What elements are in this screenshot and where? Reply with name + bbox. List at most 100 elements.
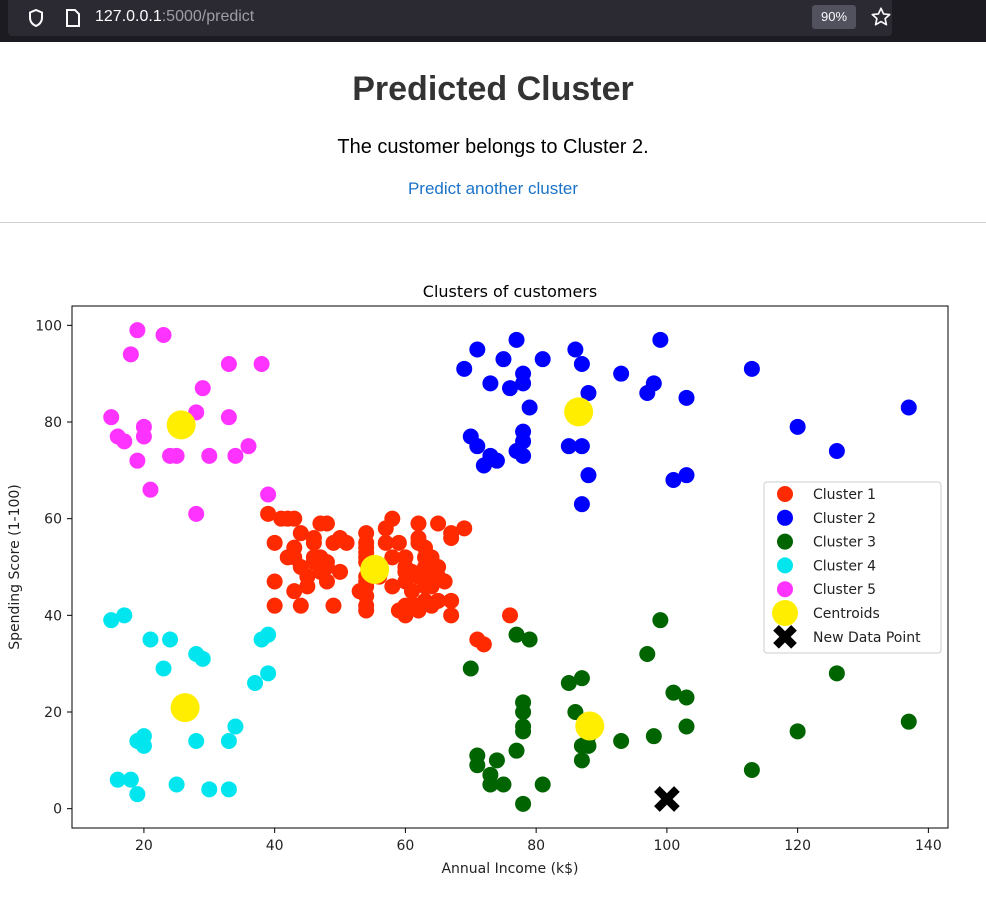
cluster-3-point — [534, 776, 551, 793]
cluster-5-point — [168, 447, 185, 464]
cluster-2-point — [613, 365, 630, 382]
link-container: Predict another cluster — [0, 179, 986, 199]
y-axis-label: Spending Score (1-100) — [7, 484, 23, 650]
centroid-point — [360, 554, 390, 584]
centroid-point — [575, 711, 605, 741]
cluster-4-point — [168, 776, 185, 793]
x-tick-label: 100 — [654, 838, 681, 854]
star-icon[interactable] — [870, 6, 892, 28]
result-message: The customer belongs to Cluster 2. — [337, 136, 649, 158]
cluster-4-point — [188, 733, 205, 749]
cluster-1-point — [384, 510, 401, 527]
cluster-4-point — [201, 781, 218, 798]
cluster-2-point — [534, 351, 551, 368]
cluster-5-point — [227, 447, 244, 464]
cluster-4-point — [103, 612, 120, 629]
cluster-1-point — [358, 525, 375, 542]
cluster-5-point — [116, 433, 133, 450]
cluster-1-point — [502, 607, 518, 624]
y-tick-label: 0 — [53, 802, 62, 818]
legend-marker — [777, 486, 793, 502]
cluster-1-point — [475, 636, 492, 653]
cluster-1-point — [286, 549, 303, 566]
chart-legend — [763, 481, 942, 654]
cluster-3-point — [515, 704, 532, 720]
cluster-5-point — [135, 418, 152, 435]
y-tick-label: 20 — [44, 705, 62, 721]
cluster-4-point — [260, 626, 277, 643]
cluster-2-point — [573, 356, 590, 372]
y-tick-label: 60 — [44, 512, 62, 528]
cluster-4-point — [116, 607, 133, 624]
cluster-1-point — [286, 510, 303, 527]
legend-marker — [772, 600, 798, 626]
new-data-point-marker — [654, 786, 680, 812]
cluster-2-point — [495, 351, 512, 368]
y-tick-label: 100 — [35, 318, 62, 334]
cluster-1-point — [332, 563, 349, 580]
cluster-2-point — [573, 496, 590, 513]
cluster-1-point — [312, 563, 329, 580]
shield-icon[interactable] — [26, 8, 46, 28]
x-tick-label: 40 — [266, 838, 284, 854]
cluster-1-point — [443, 530, 460, 546]
address-bar[interactable]: 127.0.0.1:5000/predict 90% — [8, 0, 892, 36]
cluster-3-point — [900, 713, 917, 730]
cluster-5-point — [142, 481, 159, 498]
cluster-1-point — [443, 607, 460, 624]
cluster-1-point — [299, 568, 316, 585]
cluster-3-point — [495, 776, 512, 793]
cluster-4-point — [122, 771, 139, 788]
cluster-3-point — [573, 670, 590, 687]
cluster-1-point — [430, 515, 447, 532]
cluster-3-point — [515, 723, 532, 740]
cluster-1-point — [384, 578, 401, 595]
cluster-4-point — [109, 771, 126, 788]
legend-marker — [777, 509, 793, 526]
cluster-1-point — [351, 583, 368, 600]
page-icon[interactable] — [64, 8, 82, 28]
cluster-3-point — [573, 752, 590, 769]
cluster-1-point — [403, 583, 420, 600]
cluster-3-point — [462, 660, 479, 677]
legend-marker — [777, 557, 793, 574]
cluster-2-point — [665, 472, 682, 488]
cluster-4-point — [142, 631, 159, 648]
cluster-5-point — [103, 409, 120, 426]
cluster-1-point — [266, 534, 283, 551]
cluster-1-point — [292, 525, 309, 542]
zoom-level-button[interactable]: 90% — [812, 5, 856, 29]
cluster-4-point — [135, 737, 152, 754]
x-tick-label: 60 — [396, 838, 414, 854]
cluster-1-point — [325, 597, 342, 614]
cluster-1-point — [273, 510, 290, 527]
cluster-3-point — [678, 689, 695, 706]
cluster-5-point — [253, 356, 270, 372]
cluster-2-point — [828, 443, 845, 459]
cluster-2-point — [469, 438, 486, 455]
cluster-1-point — [338, 534, 355, 551]
cluster-2-point — [743, 360, 760, 377]
predict-another-link[interactable]: Predict another cluster — [407, 179, 579, 198]
cluster-2-point — [482, 375, 499, 392]
cluster-2-point — [652, 331, 669, 348]
cluster-4-point — [162, 631, 179, 648]
cluster-3-point — [469, 757, 486, 774]
cluster-1-point — [358, 602, 375, 619]
cluster-1-point — [430, 592, 447, 609]
cluster-3-point — [560, 675, 577, 691]
url-text[interactable]: 127.0.0.1:5000/predict — [95, 8, 254, 26]
legend-label: Cluster 4 — [813, 558, 876, 574]
cluster-5-point — [122, 346, 139, 363]
cluster-2-point — [678, 467, 695, 484]
cluster-5-point — [220, 356, 237, 372]
cluster-5-point — [260, 486, 277, 503]
cluster-1-point — [266, 573, 283, 590]
cluster-3-point — [639, 646, 656, 662]
cluster-2-point — [789, 418, 806, 435]
cluster-5-point — [129, 322, 146, 339]
url-path: :5000/predict — [161, 8, 255, 25]
cluster-3-point — [508, 626, 525, 643]
centroid-point — [166, 410, 196, 440]
cluster-2-point — [573, 438, 590, 455]
